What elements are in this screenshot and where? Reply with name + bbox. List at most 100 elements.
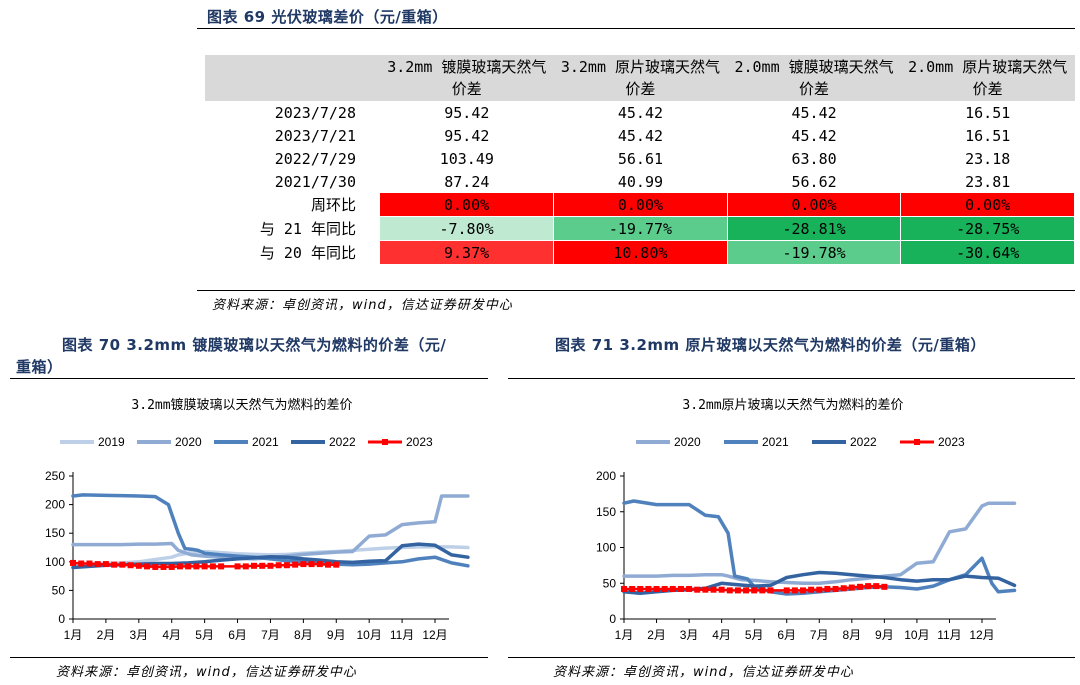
- table-cell: 23.18: [965, 149, 1011, 168]
- data-point: [135, 562, 142, 569]
- data-point: [816, 586, 823, 593]
- table-cell: -19.77%: [553, 216, 728, 241]
- data-point: [218, 563, 225, 570]
- data-point: [78, 560, 85, 567]
- y-tick-label: 200: [45, 498, 65, 512]
- x-tick-label: 4月: [712, 628, 731, 642]
- y-tick-label: 50: [603, 576, 617, 590]
- header-32-raw: 3.2mm 原片玻璃天然气价差: [553, 55, 728, 101]
- table-cell: 40.99: [617, 172, 664, 191]
- data-point: [621, 585, 627, 592]
- table-cell: 45.42: [791, 103, 837, 122]
- table-cell: 45.42: [617, 103, 664, 122]
- table-cell: 0.00%: [900, 193, 1075, 217]
- data-point: [193, 563, 200, 570]
- y-tick-label: 150: [596, 505, 616, 519]
- x-tick-label: 1月: [615, 628, 634, 642]
- fig71-source: 资料来源：卓创资讯，wind，信达证券研发中心: [553, 665, 854, 680]
- y-tick-label: 50: [52, 583, 66, 597]
- data-point: [881, 583, 888, 590]
- data-point: [767, 587, 774, 594]
- x-tick-label: 3月: [129, 628, 148, 642]
- chart-32-raw: 3.2mm原片玻璃以天然气为燃料的差价 2020 2021 2022 2023 0 50 10…: [596, 397, 1017, 642]
- y-tick-label: 0: [609, 612, 616, 626]
- data-point: [702, 586, 709, 593]
- data-point: [653, 585, 660, 592]
- x-tick-label: 5月: [195, 628, 214, 642]
- data-point: [726, 587, 733, 594]
- table-cell: 56.61: [617, 149, 664, 168]
- table-cell: 23.81: [965, 172, 1011, 191]
- header-20-coated: 2.0mm 镀膜玻璃天然气价差: [727, 55, 901, 101]
- legend-label: 2021: [252, 435, 279, 449]
- data-point: [734, 587, 741, 594]
- fig70-title-rule: [10, 378, 488, 379]
- header-label: 2.0mm 原片玻璃天然气价差: [908, 58, 1068, 98]
- data-point: [267, 562, 274, 569]
- table-cell: 56.62: [791, 172, 837, 191]
- data-point: [201, 563, 208, 570]
- data-point: [325, 561, 332, 568]
- series-line-2020: [71, 494, 470, 561]
- data-point: [275, 562, 282, 569]
- table-cell: 16.51: [965, 126, 1011, 145]
- row-label: 与 21 年同比: [259, 220, 356, 238]
- chart-title: 3.2mm镀膜玻璃以天然气为燃料的差价: [131, 397, 352, 413]
- data-point: [168, 563, 175, 570]
- data-point: [86, 560, 93, 567]
- data-point: [333, 561, 340, 568]
- table-row: 与 21 年同比 -7.80% -19.77% -28.81% -28.75%: [205, 216, 1075, 241]
- data-point: [848, 584, 855, 591]
- data-point: [160, 563, 167, 570]
- legend-item-2021: 2021: [214, 435, 279, 449]
- table-row: 2021/7/30 87.24 40.99 56.62 23.81: [205, 170, 1075, 193]
- data-point: [292, 561, 299, 568]
- legend-item-2021: 2021: [724, 435, 789, 449]
- fig69-title-rule: [197, 28, 1075, 29]
- data-point: [209, 563, 216, 570]
- table-cell: 0.00%: [727, 193, 902, 217]
- data-point: [111, 561, 118, 568]
- data-point: [300, 561, 307, 568]
- table-cell: 45.42: [791, 126, 837, 145]
- legend-item-2019: 2019: [60, 435, 125, 449]
- table-row: 2022/7/29 103.49 56.61 63.80 23.18: [205, 147, 1075, 170]
- chart-title: 3.2mm原片玻璃以天然气为燃料的差价: [682, 397, 903, 413]
- data-point: [824, 585, 831, 592]
- row-label: 与 20 年同比: [259, 244, 356, 262]
- legend-label: 2023: [938, 435, 965, 449]
- legend-label: 2020: [175, 435, 202, 449]
- data-point: [783, 587, 790, 594]
- series-line-2020: [622, 501, 1017, 586]
- fig69-bottom-rule: [197, 290, 1075, 291]
- header-label: 2.0mm 镀膜玻璃天然气价差: [734, 58, 894, 98]
- data-point: [832, 585, 839, 592]
- data-point: [840, 585, 847, 592]
- legend-label: 2019: [98, 435, 125, 449]
- x-tick-label: 4月: [162, 628, 181, 642]
- y-tick-label: 250: [45, 469, 65, 483]
- data-point: [856, 583, 863, 590]
- series-2020: [71, 494, 470, 561]
- data-point: [661, 585, 668, 592]
- table-cell: -28.81%: [727, 216, 902, 241]
- table-cell: 103.49: [439, 149, 494, 168]
- x-tick-label: 7月: [810, 628, 829, 642]
- x-tick-label: 11月: [390, 628, 414, 642]
- header-label: 3.2mm 镀膜玻璃天然气价差: [387, 58, 547, 98]
- table-cell: 0.00%: [553, 193, 728, 217]
- row-label: 2023/7/21: [274, 126, 356, 145]
- data-point: [710, 586, 717, 593]
- fig71-title: 图表 71 3.2mm 原片玻璃以天然气为燃料的价差（元/重箱）: [555, 336, 986, 354]
- x-tick-label: 2月: [97, 628, 116, 642]
- x-tick-label: 1月: [64, 628, 83, 642]
- data-point: [694, 586, 701, 593]
- y-tick-label: 0: [58, 612, 65, 626]
- table-cell: 10.80%: [553, 240, 728, 265]
- data-point: [751, 587, 758, 594]
- legend-label: 2022: [329, 435, 356, 449]
- fig70-source: 资料来源：卓创资讯，wind，信达证券研发中心: [56, 665, 357, 680]
- legend-item-2022: 2022: [812, 435, 877, 449]
- table-cell: 95.42: [444, 126, 490, 145]
- data-point: [144, 563, 151, 570]
